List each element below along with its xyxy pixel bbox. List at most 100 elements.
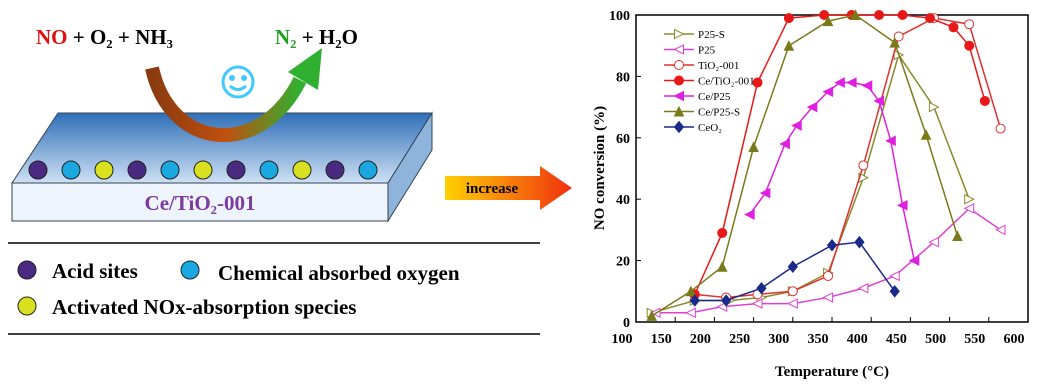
legend-marker — [673, 90, 684, 102]
point — [823, 270, 834, 281]
point — [822, 15, 834, 27]
point — [896, 200, 908, 211]
arrow-label: increase — [466, 181, 519, 197]
schematic: NO + O₂ + NH₃ N₂ + H₂O Ce/TiO₂-001 incre… — [8, 25, 572, 335]
point — [885, 135, 896, 147]
series-line — [749, 81, 916, 261]
point — [874, 10, 885, 20]
x-axis-label: Temperature (°C) — [775, 364, 889, 380]
series-line — [694, 17, 1002, 299]
point — [889, 270, 900, 282]
legend-marker — [673, 120, 685, 134]
series-line — [694, 14, 986, 295]
point — [857, 282, 869, 294]
x-tick-label: 400 — [847, 332, 868, 347]
x-tick-label: 150 — [651, 332, 672, 347]
y-tick-label: 0 — [623, 316, 630, 331]
point — [751, 298, 763, 309]
legend-marker — [673, 105, 685, 117]
point — [787, 298, 798, 309]
legend-marker — [674, 60, 684, 70]
point — [806, 101, 818, 113]
point — [854, 235, 865, 249]
x-tick-label: 350 — [808, 332, 829, 347]
legend-label: P25 — [698, 45, 716, 57]
reactant: NO — [36, 25, 68, 49]
point — [858, 160, 869, 171]
legend-dot — [17, 260, 37, 280]
legend-text: Activated NOx-absorption species — [52, 295, 356, 319]
y-tick-label: 40 — [616, 193, 630, 208]
y-tick-label: 80 — [616, 70, 630, 85]
point — [964, 193, 975, 205]
point — [979, 95, 990, 106]
point — [783, 13, 794, 24]
point — [928, 236, 939, 248]
point — [646, 310, 657, 321]
point — [897, 10, 908, 20]
point — [826, 238, 838, 252]
x-tick-label: 300 — [768, 332, 789, 347]
legend-marker — [674, 75, 684, 86]
point — [928, 101, 940, 113]
x-tick-label: 250 — [729, 332, 750, 347]
slab-front — [11, 182, 389, 222]
point — [716, 261, 728, 272]
point — [787, 260, 798, 274]
equation: NO + O₂ + NH₃ — [36, 25, 173, 49]
chart: Temperature (°C) NO conversion (%) 100 15… — [592, 9, 1029, 380]
product: N₂ — [275, 25, 296, 49]
increase-arrow — [445, 166, 572, 210]
x-tick-label: 550 — [964, 332, 985, 347]
point — [779, 138, 790, 150]
point — [889, 37, 901, 48]
legend-label: TiO₂-001 — [698, 60, 739, 72]
legend-marker — [674, 28, 685, 40]
point — [963, 203, 975, 214]
point — [925, 13, 935, 24]
legend-label: Ce/P25-S — [698, 107, 740, 119]
legend-label: CeO₂ — [698, 122, 722, 134]
y-tick-label: 20 — [616, 255, 630, 270]
point — [759, 187, 771, 199]
surface-dots — [28, 160, 378, 180]
point — [964, 19, 975, 30]
slab-side — [387, 111, 433, 223]
x-tick-label: 600 — [1004, 332, 1025, 347]
reactants: + O₂ + NH₃ — [73, 25, 173, 49]
series-line — [651, 14, 959, 317]
smiley — [221, 65, 255, 99]
legend-text: Acid sites — [52, 259, 138, 283]
legend-text: Chemical absorbed oxygen — [218, 261, 460, 285]
point — [889, 285, 900, 298]
point — [744, 209, 755, 220]
point — [995, 123, 1006, 134]
point — [689, 294, 700, 307]
point — [822, 86, 834, 98]
point — [920, 129, 932, 140]
legend-label: Ce/P25 — [698, 91, 731, 103]
point — [948, 22, 959, 33]
point — [822, 292, 834, 303]
catalyst-label: Ce/TiO₂-001 — [145, 191, 256, 215]
point — [861, 80, 873, 91]
point — [756, 281, 767, 295]
point — [717, 227, 728, 238]
point — [893, 31, 904, 42]
legend-dot — [17, 296, 37, 316]
point — [685, 307, 696, 319]
point — [873, 95, 885, 107]
legend-label: Ce/TiO₂-001 — [698, 76, 755, 88]
point — [994, 224, 1006, 236]
point — [783, 40, 795, 51]
point — [952, 230, 963, 242]
equation-products: N₂ + H₂O — [275, 25, 358, 49]
x-tick-label: 500 — [925, 332, 946, 347]
point — [819, 10, 830, 20]
point — [752, 77, 763, 88]
point — [850, 9, 861, 20]
point — [834, 77, 845, 88]
y-tick-label: 60 — [616, 132, 630, 147]
